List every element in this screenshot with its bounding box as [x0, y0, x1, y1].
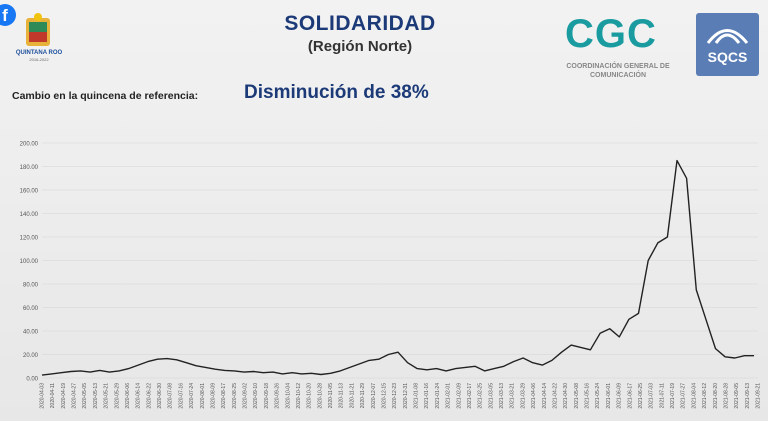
x-tick-label: 2020-10-20	[307, 383, 313, 409]
cgc-logo: CGC	[565, 12, 657, 56]
x-tick-label: 2020-10-04	[285, 383, 291, 409]
x-tick-label: 2021-01-08	[414, 383, 420, 409]
x-tick-label: 2021-05-24	[595, 383, 601, 409]
x-tick-label: 2021-03-13	[499, 383, 505, 409]
x-tick-label: 2021-01-24	[435, 383, 441, 409]
x-tick-label: 2020-09-26	[275, 383, 281, 409]
facebook-icon[interactable]: f	[0, 4, 16, 26]
x-tick-label: 2020-04-19	[61, 383, 67, 409]
x-tick-label: 2021-04-14	[542, 383, 548, 409]
x-tick-label: 2020-06-06	[125, 383, 131, 409]
y-tick-label: 140.00	[20, 212, 39, 218]
y-tick-label: 120.00	[20, 236, 39, 242]
x-tick-label: 2021-02-01	[446, 383, 452, 409]
x-tick-label: 2021-07-19	[670, 383, 676, 409]
x-tick-label: 2020-08-25	[232, 383, 238, 409]
x-tick-label: 2020-06-22	[146, 383, 152, 409]
y-tick-label: 200.00	[20, 142, 39, 148]
x-tick-label: 2021-03-21	[510, 383, 516, 409]
x-tick-label: 2020-11-05	[328, 383, 334, 408]
x-tick-label: 2021-09-13	[745, 383, 751, 409]
x-tick-label: 2021-02-09	[456, 383, 462, 409]
page-title: SOLIDARIDAD	[284, 12, 436, 35]
y-tick-label: 0.00	[26, 377, 38, 383]
x-tick-label: 2020-06-14	[136, 383, 142, 409]
x-tick-label: 2020-05-13	[93, 383, 99, 409]
x-tick-label: 2020-08-17	[221, 383, 227, 409]
sqcs-logo	[696, 13, 759, 76]
x-tick-label: 2021-09-05	[734, 383, 740, 409]
x-tick-label: 2020-04-11	[50, 383, 56, 408]
x-tick-label: 2020-08-01	[200, 383, 206, 409]
x-tick-label: 2020-07-16	[178, 383, 184, 409]
x-tick-label: 2020-11-21	[349, 383, 355, 408]
x-tick-label: 2021-06-25	[638, 383, 644, 409]
x-tick-label: 2020-12-23	[392, 383, 398, 409]
cgc-subtitle: COORDINACIÓN GENERAL DE COMUNICACIÓN	[566, 63, 670, 79]
reference-value: Disminución de 38%	[244, 82, 429, 103]
x-tick-label: 2021-06-09	[617, 383, 623, 409]
x-tick-label: 2021-07-27	[681, 383, 687, 409]
x-tick-label: 2021-05-16	[585, 383, 591, 409]
series-line	[41, 159, 754, 376]
quintana-roo-years: 2016-2022	[29, 57, 49, 62]
x-tick-label: 2020-07-24	[189, 383, 195, 409]
x-tick-label: 2021-06-17	[627, 383, 633, 409]
x-tick-label: 2021-04-22	[552, 383, 558, 409]
x-tick-label: 2020-12-07	[371, 383, 377, 409]
x-tick-label: 2020-04-27	[72, 383, 78, 409]
x-tick-label: 2021-08-28	[723, 383, 729, 409]
y-tick-label: 100.00	[20, 259, 39, 265]
x-tick-label: 2020-11-29	[360, 383, 366, 408]
y-tick-label: 180.00	[20, 165, 39, 171]
y-tick-label: 60.00	[23, 306, 39, 312]
x-tick-label: 2021-02-25	[478, 383, 484, 409]
x-tick-label: 2020-06-30	[157, 383, 163, 409]
y-tick-label: 40.00	[23, 330, 39, 336]
x-tick-label: 2021-08-20	[713, 383, 719, 409]
x-tick-label: 2020-07-08	[168, 383, 174, 409]
x-tick-label: 2021-08-04	[691, 383, 697, 409]
y-tick-label: 80.00	[23, 283, 39, 289]
sqcs-emblem-icon	[706, 29, 749, 44]
x-tick-label: 2021-08-12	[702, 383, 708, 409]
x-tick-label: 2021-09-21	[756, 383, 762, 409]
x-tick-label: 2021-07-11	[659, 383, 665, 408]
x-tick-label: 2020-09-02	[243, 383, 249, 409]
x-tick-label: 2021-04-06	[531, 383, 537, 409]
x-tick-label: 2020-05-05	[82, 383, 88, 409]
sqcs-label: SQCS	[707, 49, 748, 65]
x-tick-label: 2021-07-03	[649, 383, 655, 409]
x-tick-label: 2020-12-31	[403, 383, 409, 409]
x-tick-label: 2020-04-03	[40, 383, 46, 409]
x-tick-label: 2020-10-28	[317, 383, 323, 409]
x-tick-label: 2021-02-17	[467, 383, 473, 409]
x-tick-label: 2020-08-09	[210, 383, 216, 409]
x-tick-label: 2020-10-12	[296, 383, 302, 409]
quintana-roo-logo	[26, 13, 50, 46]
y-tick-label: 160.00	[20, 189, 39, 195]
x-tick-label: 2020-09-10	[253, 383, 259, 409]
x-tick-label: 2021-03-29	[520, 383, 526, 409]
x-tick-label: 2021-06-01	[606, 383, 612, 409]
x-tick-label: 2021-04-30	[563, 383, 569, 409]
x-tick-label: 2021-03-05	[488, 383, 494, 409]
reference-label: Cambio en la quincena de referencia:	[12, 90, 199, 102]
page-subtitle: (Región Norte)	[307, 38, 413, 55]
line-chart: 0.00 20.00 40.00 60.00 80.00 100.00 120.00 140.…	[20, 142, 762, 409]
x-tick-label: 2020-12-15	[381, 383, 387, 409]
y-tick-label: 20.00	[23, 353, 39, 359]
x-tick-label: 2021-05-08	[574, 383, 580, 409]
x-tick-label: 2021-01-16	[424, 383, 430, 409]
quintana-roo-label: QUINTANA ROO	[15, 50, 63, 56]
x-tick-label: 2020-05-21	[104, 383, 110, 409]
x-tick-label: 2020-11-13	[339, 383, 345, 408]
x-tick-label: 2020-09-18	[264, 383, 270, 409]
x-tick-label: 2020-05-29	[114, 383, 120, 409]
